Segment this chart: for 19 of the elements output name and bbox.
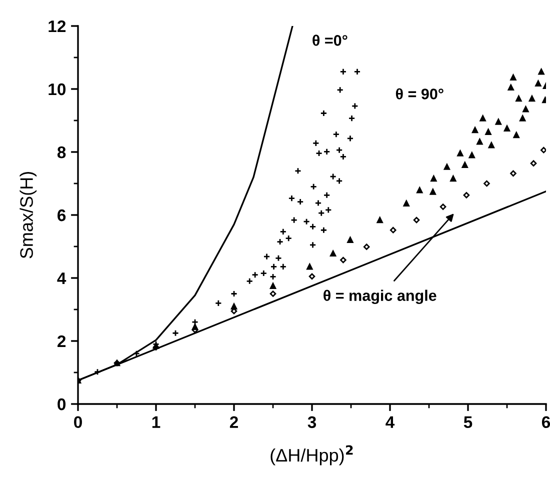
annotation: θ = magic angle: [324, 290, 436, 304]
annotation: θ = 90°: [396, 88, 444, 100]
y-tick-label: 2: [58, 335, 66, 348]
x-axis-title: (ΔH/Hpp)$^{2}$: [270, 445, 353, 466]
x-tick-label: 2: [230, 416, 238, 428]
x-tick-label: 6: [542, 416, 550, 428]
x-tick-label: 0: [74, 416, 82, 428]
y-tick-label: 0: [58, 398, 66, 410]
x-tick-label: 3: [308, 416, 316, 428]
y-tick-label: 10: [48, 83, 66, 96]
x-tick-label: 1: [152, 416, 160, 428]
x-tick-label: 5: [464, 416, 472, 428]
y-tick-label: 12: [48, 20, 66, 32]
annotation: θ =0°: [312, 34, 348, 46]
x-tick-label: 4: [386, 416, 395, 428]
y-tick-label: 6: [58, 209, 66, 222]
y-axis-title: Smax/S(H): [20, 172, 37, 258]
y-tick-label: 8: [57, 146, 66, 158]
y-tick-label: 4: [57, 272, 66, 284]
